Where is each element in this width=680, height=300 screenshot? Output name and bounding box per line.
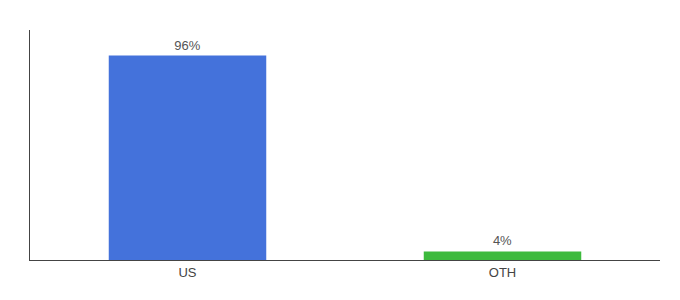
- svg-text:US: US: [178, 265, 196, 280]
- svg-text:96%: 96%: [174, 38, 200, 53]
- svg-text:4%: 4%: [493, 233, 512, 248]
- svg-text:OTH: OTH: [489, 265, 516, 280]
